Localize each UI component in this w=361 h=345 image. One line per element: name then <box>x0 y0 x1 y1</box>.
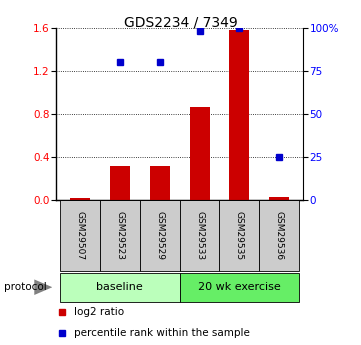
Bar <box>140 200 180 271</box>
Text: GSM29535: GSM29535 <box>235 211 244 260</box>
Text: log2 ratio: log2 ratio <box>74 307 124 317</box>
Text: GSM29536: GSM29536 <box>275 211 284 260</box>
Bar <box>60 273 180 302</box>
Text: 20 wk exercise: 20 wk exercise <box>198 282 281 292</box>
Text: GSM29529: GSM29529 <box>155 211 164 260</box>
Bar <box>180 273 299 302</box>
Bar <box>219 200 259 271</box>
Text: percentile rank within the sample: percentile rank within the sample <box>74 328 249 338</box>
Bar <box>100 200 140 271</box>
Bar <box>259 200 299 271</box>
Text: GSM29533: GSM29533 <box>195 211 204 260</box>
Bar <box>269 197 289 200</box>
Bar <box>70 198 90 200</box>
Bar <box>110 166 130 200</box>
Bar <box>190 107 209 200</box>
Bar <box>230 30 249 200</box>
Text: GSM29507: GSM29507 <box>75 211 84 260</box>
Text: baseline: baseline <box>96 282 143 292</box>
Bar <box>180 200 219 271</box>
Text: GDS2234 / 7349: GDS2234 / 7349 <box>123 16 238 30</box>
Polygon shape <box>34 279 52 295</box>
Bar <box>150 166 170 200</box>
Bar <box>60 200 100 271</box>
Text: GSM29523: GSM29523 <box>115 211 124 260</box>
Text: protocol: protocol <box>4 282 46 292</box>
